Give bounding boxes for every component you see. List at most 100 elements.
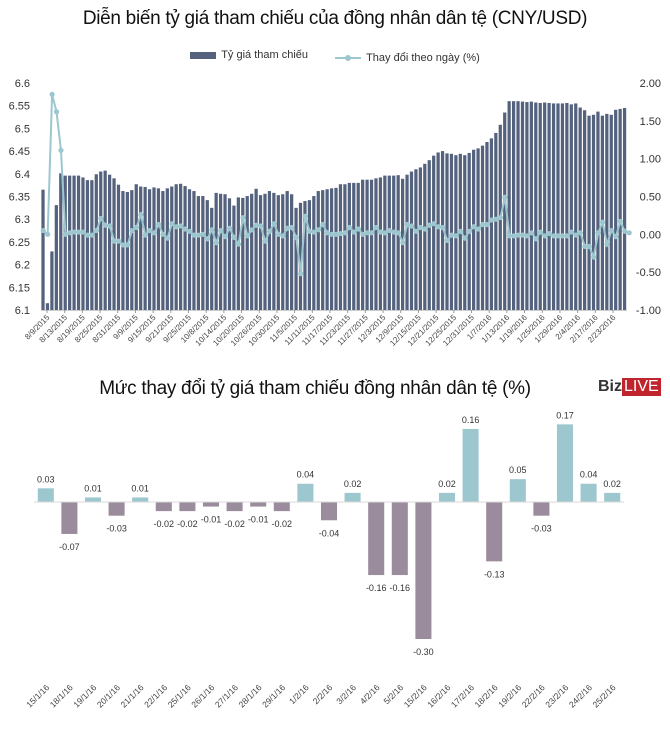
line-point bbox=[382, 230, 388, 236]
line-point bbox=[204, 236, 211, 242]
line-point bbox=[133, 224, 140, 231]
x-tick-label: 25/1/16 bbox=[166, 682, 193, 709]
bar bbox=[569, 104, 573, 310]
x-tick-label: 18/1/16 bbox=[48, 682, 75, 709]
line-point bbox=[582, 243, 588, 250]
line-point bbox=[613, 234, 619, 240]
bar bbox=[312, 196, 316, 310]
x-tick-label: 4/2/16 bbox=[358, 682, 382, 706]
bar bbox=[85, 180, 90, 310]
line-point bbox=[80, 229, 86, 235]
bar bbox=[405, 174, 409, 310]
bar bbox=[489, 138, 494, 310]
bar bbox=[533, 502, 550, 516]
bar bbox=[418, 167, 422, 310]
bar bbox=[565, 102, 569, 310]
line-point bbox=[426, 222, 433, 228]
legend-bar-swatch-icon bbox=[190, 51, 217, 59]
bar bbox=[415, 502, 432, 639]
bar bbox=[509, 479, 526, 502]
bar bbox=[600, 115, 605, 310]
line-point bbox=[129, 227, 135, 234]
bar bbox=[383, 175, 387, 310]
line-point bbox=[275, 231, 282, 237]
line-point bbox=[413, 228, 419, 234]
line-point bbox=[178, 223, 184, 229]
bar bbox=[290, 194, 294, 310]
bar bbox=[449, 153, 454, 310]
bar bbox=[72, 175, 76, 310]
bar bbox=[604, 492, 621, 502]
line-point bbox=[391, 229, 397, 235]
x-tick-label: 27/1/16 bbox=[213, 682, 240, 709]
data-label: -0.03 bbox=[531, 524, 552, 534]
line-point bbox=[213, 240, 219, 246]
line-point bbox=[466, 228, 473, 234]
line-point bbox=[360, 231, 366, 237]
x-tick-label: 28/1/16 bbox=[236, 682, 263, 709]
line-point bbox=[324, 230, 330, 236]
bar bbox=[320, 502, 338, 521]
bar bbox=[556, 424, 574, 502]
line-point bbox=[453, 233, 459, 239]
bar bbox=[227, 198, 232, 310]
line-point bbox=[253, 222, 259, 228]
bar bbox=[258, 195, 263, 310]
bar bbox=[50, 251, 54, 310]
line-point bbox=[62, 231, 69, 237]
bar bbox=[155, 502, 172, 512]
line-point bbox=[386, 227, 393, 234]
line-point bbox=[338, 230, 344, 237]
bar bbox=[214, 192, 218, 310]
bar bbox=[534, 102, 538, 310]
bar bbox=[361, 179, 365, 310]
x-tick-label: 19/1/16 bbox=[71, 682, 98, 709]
line-point bbox=[333, 231, 339, 237]
bar bbox=[556, 103, 560, 311]
bar bbox=[503, 112, 507, 310]
line-point bbox=[124, 242, 131, 248]
bar bbox=[81, 177, 85, 310]
bar bbox=[596, 111, 600, 311]
line-point bbox=[71, 229, 77, 235]
bar bbox=[165, 188, 169, 310]
bar bbox=[143, 186, 147, 310]
line-point bbox=[191, 232, 197, 238]
bizlive-logo: Biz LIVE bbox=[598, 378, 661, 396]
data-label: 0.02 bbox=[603, 479, 621, 489]
bar bbox=[294, 207, 298, 310]
y-right-tick-label: 2.00 bbox=[640, 78, 661, 90]
line-point bbox=[417, 224, 424, 231]
line-point bbox=[164, 235, 171, 241]
y-right-tick-label: 1.50 bbox=[640, 116, 661, 128]
bar bbox=[591, 114, 596, 310]
line-point bbox=[595, 230, 601, 236]
line-point bbox=[488, 217, 495, 223]
line-point bbox=[564, 233, 570, 239]
bar bbox=[116, 184, 121, 310]
bar bbox=[205, 200, 209, 310]
x-tick-label: 18/2/16 bbox=[472, 682, 499, 709]
bar bbox=[156, 188, 161, 310]
line-point bbox=[267, 228, 273, 234]
line-point bbox=[404, 221, 410, 228]
bar bbox=[45, 303, 50, 310]
y-right-tick-label: 1.00 bbox=[640, 154, 661, 166]
line-point bbox=[537, 229, 544, 235]
line-point bbox=[311, 229, 317, 235]
x-tick-label: 19/2/16 bbox=[496, 682, 523, 709]
x-tick-label: 23/2/16 bbox=[543, 682, 570, 709]
bar bbox=[374, 178, 378, 310]
line-point bbox=[262, 238, 268, 244]
data-label: 0.04 bbox=[297, 470, 315, 480]
bar bbox=[307, 200, 312, 310]
data-label: 0.16 bbox=[462, 415, 480, 425]
data-label: -0.16 bbox=[390, 583, 411, 593]
bar bbox=[480, 145, 485, 310]
line-point bbox=[373, 224, 379, 231]
x-tick-label: 21/1/16 bbox=[118, 682, 145, 709]
y-right-tick-label: -0.50 bbox=[636, 267, 661, 279]
bar bbox=[37, 488, 54, 502]
y-left-tick-label: 6.25 bbox=[9, 237, 30, 249]
bar bbox=[436, 152, 440, 310]
